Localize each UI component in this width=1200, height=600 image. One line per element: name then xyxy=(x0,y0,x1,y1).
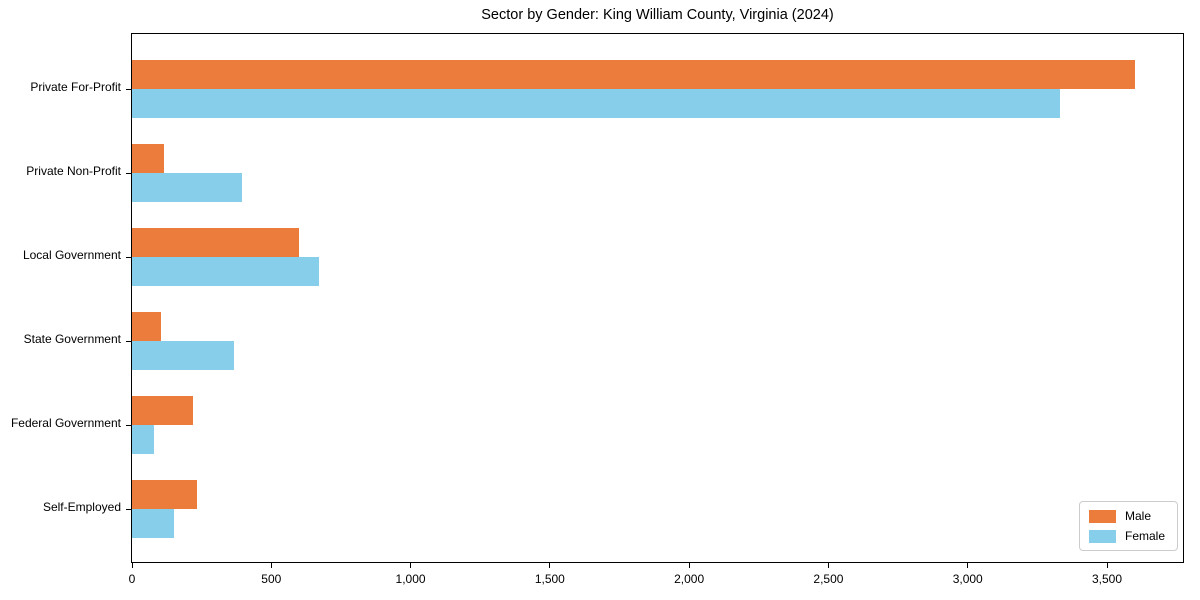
x-axis-tick-label: 1,500 xyxy=(534,572,565,586)
y-tick-mark xyxy=(126,172,131,174)
legend-item-female: Female xyxy=(1088,529,1165,543)
x-axis-tick-label: 3,000 xyxy=(952,572,983,586)
y-axis-label-state-government: State Government xyxy=(23,332,121,346)
x-axis-tick-label: 3,500 xyxy=(1091,572,1123,586)
y-axis-label-local-government: Local Government xyxy=(22,248,121,262)
x-tick-mark xyxy=(549,563,551,568)
x-axis-tick-label: 0 xyxy=(128,572,136,586)
bar-male-private-non-profit xyxy=(132,144,164,173)
bar-female-private-non-profit xyxy=(132,173,242,202)
y-axis-label-private-non-profit: Private Non-Profit xyxy=(26,164,121,178)
bar-male-state-government xyxy=(132,312,161,341)
bar-female-local-government xyxy=(132,257,319,286)
x-tick-mark xyxy=(688,563,690,568)
legend-label-male: Male xyxy=(1124,509,1151,523)
x-axis-tick-label: 500 xyxy=(261,572,282,586)
legend-item-male: Male xyxy=(1088,509,1165,523)
x-tick-mark xyxy=(131,563,133,568)
bar-male-federal-government xyxy=(132,396,193,425)
x-axis-tick-label: 2,500 xyxy=(813,572,844,586)
bar-male-private-for-profit xyxy=(132,60,1135,89)
y-tick-mark xyxy=(126,340,131,342)
x-tick-mark xyxy=(270,563,272,568)
plot-area: 0 500 1,000 1,500 2,000 2,500 3,000 3,500 Male … xyxy=(126,33,1184,586)
y-tick-mark xyxy=(126,424,131,426)
legend-label-female: Female xyxy=(1124,529,1165,543)
bar-female-private-for-profit xyxy=(132,89,1060,118)
x-tick-mark xyxy=(1106,563,1108,568)
y-axis-label-federal-government: Federal Government xyxy=(10,416,121,430)
bar-female-self-employed xyxy=(132,509,174,538)
legend-swatch-female xyxy=(1088,529,1116,543)
legend-swatch-male xyxy=(1088,509,1116,523)
x-tick-mark xyxy=(827,563,829,568)
y-axis-label-private-for-profit: Private For-Profit xyxy=(30,80,121,94)
bar-female-state-government xyxy=(132,341,234,370)
x-axis-tick-label: 2,000 xyxy=(674,572,705,586)
bar-male-local-government xyxy=(132,228,299,257)
x-tick-mark xyxy=(410,563,412,568)
y-tick-mark xyxy=(126,88,131,90)
bar-female-federal-government xyxy=(132,425,154,454)
x-axis-tick-label: 1,000 xyxy=(395,572,426,586)
y-axis-label-self-employed: Self-Employed xyxy=(42,500,121,514)
chart-title: Sector by Gender: King William County, V… xyxy=(481,7,834,23)
x-tick-mark xyxy=(967,563,969,568)
legend: Male Female xyxy=(1078,501,1178,551)
bar-male-self-employed xyxy=(132,480,197,509)
y-tick-mark xyxy=(126,256,131,258)
y-tick-mark xyxy=(126,508,131,510)
